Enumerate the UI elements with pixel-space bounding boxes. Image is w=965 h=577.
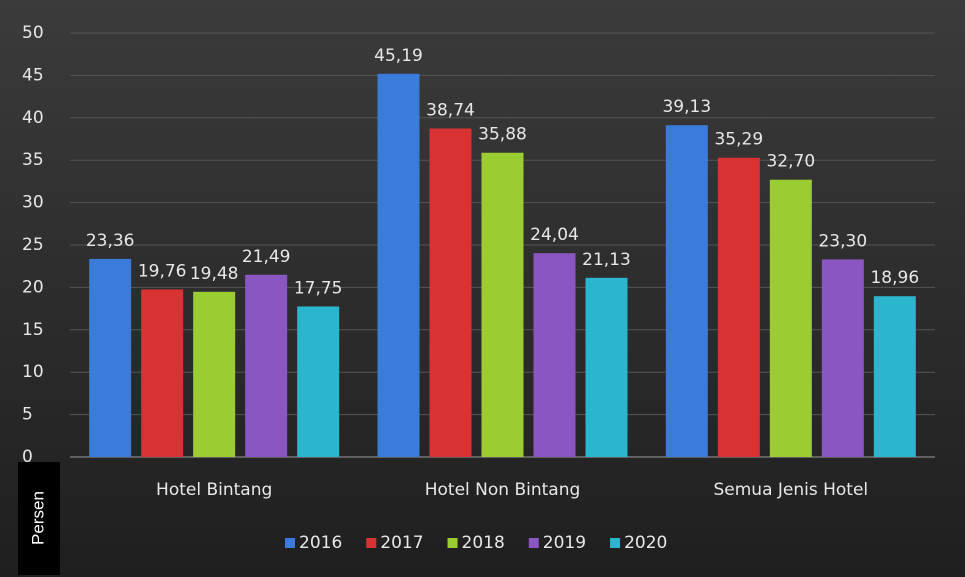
value-label: 38,74 [426, 100, 475, 120]
value-label: 24,04 [530, 225, 579, 245]
x-tick-label: Hotel Bintang [156, 480, 272, 500]
y-tick-label: 10 [22, 362, 44, 382]
legend-label: 2019 [543, 533, 586, 553]
value-label: 39,13 [662, 97, 711, 117]
bar [377, 73, 420, 457]
y-tick-label: 50 [22, 23, 44, 43]
bar [481, 152, 524, 457]
y-axis-label: Persen [28, 491, 47, 545]
y-tick-label: 0 [22, 447, 33, 467]
y-tick-label: 5 [22, 405, 33, 425]
value-label: 18,96 [870, 268, 919, 288]
value-label: 21,49 [242, 247, 291, 267]
y-tick-label: 35 [22, 150, 44, 170]
legend-marker [610, 538, 621, 548]
value-label: 21,13 [582, 250, 631, 270]
legend-label: 2018 [462, 533, 505, 553]
bar [821, 259, 864, 457]
y-label-box [18, 462, 60, 575]
legend-marker [528, 538, 539, 548]
value-label: 35,88 [478, 125, 527, 145]
x-tick-label: Hotel Non Bintang [425, 480, 581, 500]
legend-label: 2020 [624, 533, 667, 553]
y-tick-label: 20 [22, 277, 44, 297]
y-tick-label: 40 [22, 108, 44, 128]
bar [769, 179, 812, 458]
value-label: 19,48 [190, 264, 239, 284]
value-label: 45,19 [374, 46, 423, 66]
y-tick-label: 45 [22, 65, 44, 85]
bar [141, 289, 184, 457]
value-label: 23,30 [818, 231, 867, 251]
legend-marker [447, 538, 458, 548]
bar [717, 157, 760, 458]
value-label: 35,29 [714, 130, 763, 150]
value-label: 32,70 [766, 152, 815, 172]
bar [533, 253, 576, 457]
bar [585, 277, 628, 457]
bar [297, 306, 340, 457]
legend-marker [366, 538, 377, 548]
value-label: 23,36 [86, 231, 135, 251]
value-label: 17,75 [294, 278, 343, 298]
legend-marker [285, 538, 295, 548]
bar [245, 274, 288, 457]
bar [873, 296, 916, 457]
y-tick-label: 25 [22, 235, 44, 255]
value-label: 19,76 [138, 261, 187, 281]
legend-label: 2017 [380, 533, 423, 553]
legend-label: 2016 [299, 533, 342, 553]
y-tick-label: 15 [22, 320, 44, 340]
x-tick-label: Semua Jenis Hotel [713, 480, 868, 500]
bar [193, 291, 236, 457]
bar [665, 125, 708, 457]
bar [89, 258, 132, 457]
y-tick-label: 30 [22, 193, 44, 213]
bar [429, 128, 472, 457]
